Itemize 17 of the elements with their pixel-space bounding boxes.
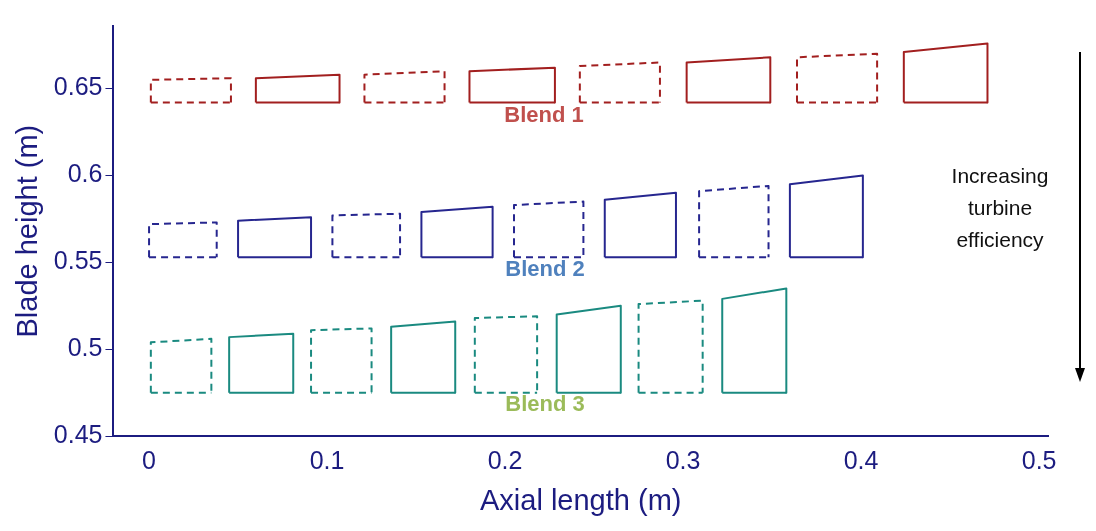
annotation: Increasing turbine efficiency [950,163,1050,253]
annotation: Blend 3 [505,391,585,417]
x-tick-label: 0.2 [487,446,523,475]
y-tick-label: 0.65 [53,72,103,101]
x-axis-title: Axial length (m) [479,483,682,516]
x-tick-label: 0 [142,446,157,475]
annotation: Blend 2 [505,256,585,282]
y-tick-label: 0.6 [67,159,103,188]
y-tick-label: 0.5 [67,333,103,362]
x-tick-label: 0.3 [665,446,701,475]
y-tick-label: 0.45 [53,420,103,449]
x-tick-label: 0.5 [1021,446,1057,475]
x-tick-label: 0.4 [843,446,879,475]
y-axis-title: Blade height (m) [11,124,44,338]
annotation: Blend 1 [504,102,584,128]
y-tick-label: 0.55 [53,246,103,275]
x-tick-label: 0.1 [309,446,345,475]
